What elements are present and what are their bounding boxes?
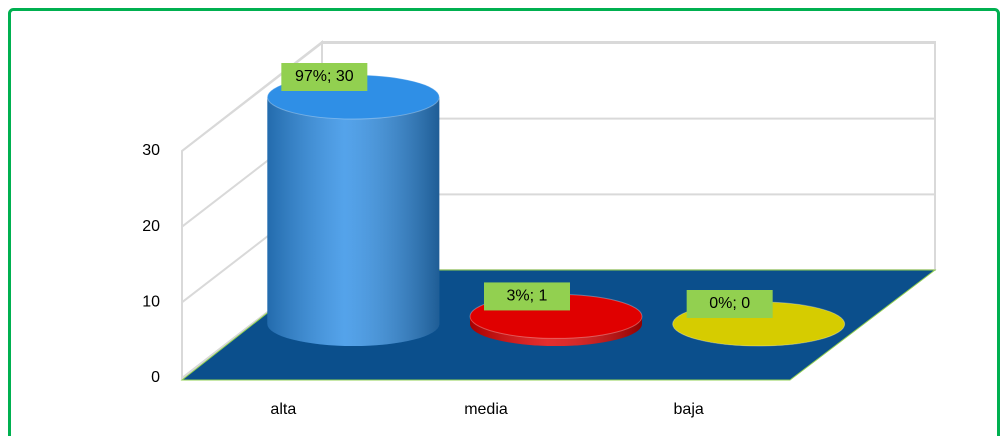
- cylinder-shade: [267, 97, 440, 346]
- x-tick-label: alta: [270, 401, 296, 418]
- value-label: 3%; 1: [507, 288, 548, 305]
- value-label: 97%; 30: [295, 68, 354, 85]
- y-tick-label: 20: [142, 218, 160, 235]
- x-tick-label: baja: [674, 401, 704, 418]
- y-tick-label: 0: [151, 369, 160, 386]
- value-label-box: [686, 290, 773, 318]
- y-tick-label: 30: [142, 142, 160, 159]
- cylinder: [266, 74, 440, 346]
- grid-line: [181, 42, 323, 152]
- x-tick-label: media: [464, 401, 508, 418]
- value-label-box: [281, 63, 368, 91]
- value-label-box: [484, 282, 570, 311]
- y-tick-label: 10: [142, 294, 160, 311]
- value-label: 0%; 0: [709, 295, 750, 312]
